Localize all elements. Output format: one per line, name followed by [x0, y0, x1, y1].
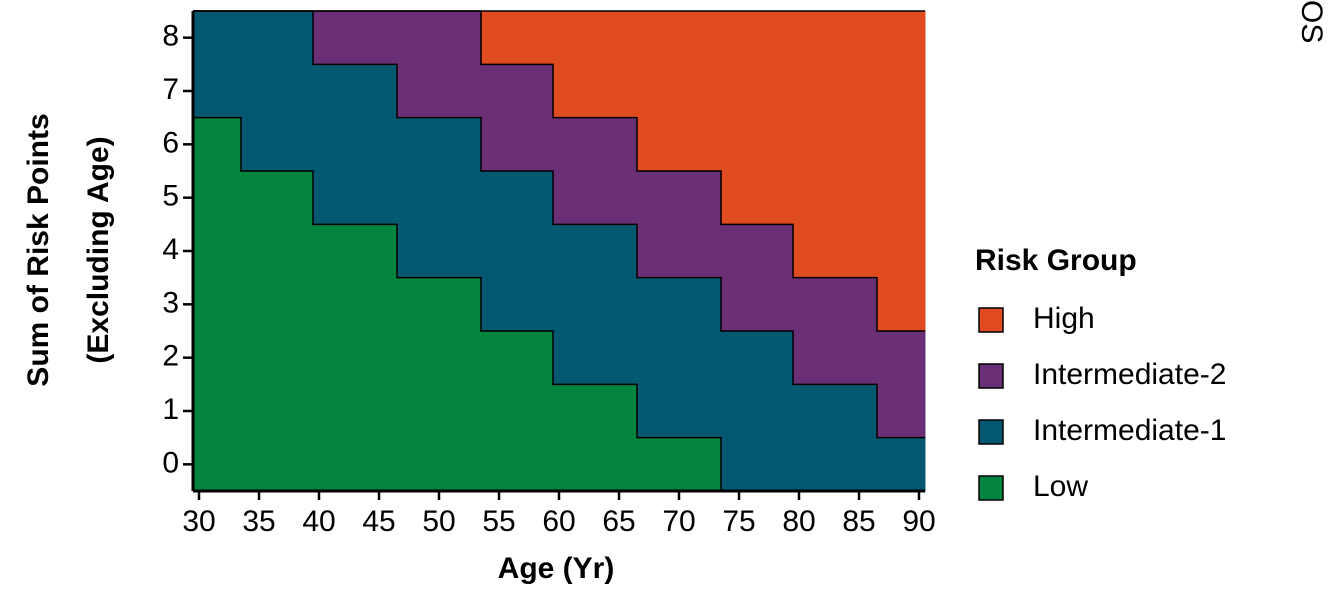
region-step	[553, 11, 638, 119]
region-boundary	[193, 10, 925, 332]
region-step	[637, 437, 722, 492]
y-axis-title: (Excluding Age)	[82, 136, 115, 363]
x-tick-label: 60	[542, 505, 575, 538]
y-tick-label: 3	[162, 286, 179, 319]
region-step	[637, 277, 722, 439]
region-step	[481, 11, 554, 65]
legend-label: Intermediate-2	[1033, 358, 1226, 391]
x-tick-label: 50	[422, 505, 455, 538]
x-axis-title: Age (Yr)	[498, 552, 615, 585]
y-tick-label: 5	[162, 180, 179, 213]
region-step	[481, 171, 554, 332]
region-step	[397, 117, 482, 279]
y-tick-label: 6	[162, 126, 179, 159]
region-step	[313, 224, 398, 492]
x-tick-label: 55	[482, 505, 515, 538]
region-step	[721, 11, 794, 225]
region-step	[793, 11, 878, 279]
y-tick-label: 7	[162, 73, 179, 106]
x-tick-label: 70	[662, 505, 695, 538]
x-tick-label: 40	[302, 505, 335, 538]
region-step	[313, 64, 398, 225]
region-step	[877, 437, 926, 492]
y-tick-label: 4	[162, 233, 179, 266]
region-step	[637, 11, 722, 172]
region-step	[193, 11, 242, 119]
y-tick-label: 8	[162, 20, 179, 53]
x-tick-label: 90	[902, 505, 935, 538]
region-step	[721, 224, 794, 332]
region-step	[397, 11, 482, 119]
region-step	[793, 277, 878, 385]
x-tick-label: 30	[182, 505, 215, 538]
legend-label: Intermediate-1	[1033, 414, 1226, 447]
x-tick-label: 45	[362, 505, 395, 538]
region-step	[793, 384, 878, 492]
y-tick-label: 2	[162, 340, 179, 373]
x-tick-label: 65	[602, 505, 635, 538]
y-axis-title: Sum of Risk Points	[22, 113, 55, 386]
legend-swatch	[978, 419, 1004, 445]
legend-label: Low	[1033, 470, 1088, 503]
x-tick-label: 75	[722, 505, 755, 538]
region-step	[241, 171, 314, 492]
region-step	[481, 64, 554, 172]
region-step	[637, 171, 722, 279]
legend-label: High	[1033, 302, 1095, 335]
region-step	[397, 277, 482, 492]
region-step	[193, 117, 242, 492]
legend-swatch	[978, 363, 1004, 389]
legend-title: Risk Group	[975, 244, 1137, 277]
x-tick-label: 35	[242, 505, 275, 538]
side-label: OS	[1295, 0, 1328, 43]
y-tick-label: 0	[162, 446, 179, 479]
region-step	[313, 11, 398, 65]
region-step	[553, 384, 638, 492]
legend-swatch	[978, 475, 1004, 501]
region-step	[553, 117, 638, 225]
x-tick-label: 80	[782, 505, 815, 538]
region-step	[877, 331, 926, 439]
region-step	[721, 331, 794, 492]
region-step	[481, 331, 554, 492]
legend-swatch	[978, 307, 1004, 333]
x-tick-label: 85	[842, 505, 875, 538]
region-step	[241, 11, 314, 172]
y-tick-label: 1	[162, 393, 179, 426]
region-step	[553, 224, 638, 385]
region-boundary	[193, 10, 925, 439]
region-step	[877, 11, 926, 332]
